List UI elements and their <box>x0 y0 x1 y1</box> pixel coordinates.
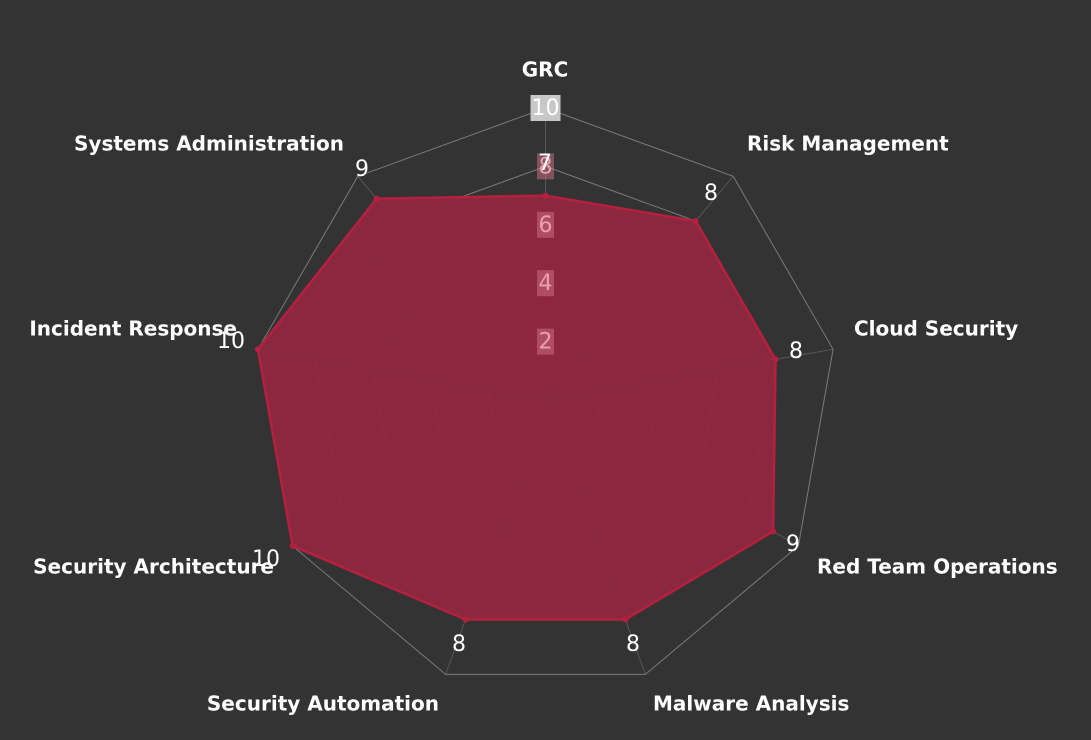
tick-label-box <box>530 95 561 121</box>
value-label: 9 <box>355 157 369 182</box>
axis-label: Systems Administration <box>74 132 344 156</box>
value-label: 8 <box>626 632 640 657</box>
value-label: 7 <box>538 151 552 176</box>
data-point <box>772 356 779 363</box>
tick-label: 6 <box>539 213 553 238</box>
value-label: 8 <box>452 632 466 657</box>
tick-label: 8 <box>539 154 553 179</box>
data-point <box>289 543 296 549</box>
axis-label: Security Architecture <box>33 555 274 579</box>
axis-label: Risk Management <box>747 132 949 156</box>
radar-series <box>254 192 779 623</box>
value-label: 10 <box>217 329 245 354</box>
tick-label-box <box>537 211 554 238</box>
tick-label-box <box>537 270 554 297</box>
tick-label: 2 <box>539 330 553 355</box>
series-area <box>256 194 777 621</box>
axis-label: Incident Response <box>29 317 237 341</box>
radial-ticks: 2 4 6 8 10 <box>530 95 561 355</box>
tick-label-box <box>537 328 554 355</box>
grid-ring <box>257 107 834 675</box>
data-point <box>462 616 469 623</box>
value-label: 8 <box>704 181 718 206</box>
axis-label: Malware Analysis <box>653 692 849 716</box>
data-point <box>622 616 629 623</box>
value-label: 10 <box>252 547 280 572</box>
tick-label: 4 <box>539 271 553 296</box>
axis-label: Cloud Security <box>854 317 1018 341</box>
data-point <box>254 346 261 353</box>
tick-label-box <box>537 153 554 180</box>
data-point <box>770 528 777 535</box>
tick-label: 10 <box>532 96 560 121</box>
data-point <box>692 218 699 225</box>
axis-labels: GRC Risk Management Cloud Security Red Team… <box>29 58 1057 716</box>
axis-label: Security Automation <box>207 692 439 716</box>
data-point <box>373 195 380 202</box>
axis-label: Red Team Operations <box>817 555 1058 579</box>
value-label: 9 <box>786 532 800 557</box>
value-label: 8 <box>789 339 803 364</box>
data-point <box>542 192 549 199</box>
axis-label: GRC <box>522 58 569 82</box>
